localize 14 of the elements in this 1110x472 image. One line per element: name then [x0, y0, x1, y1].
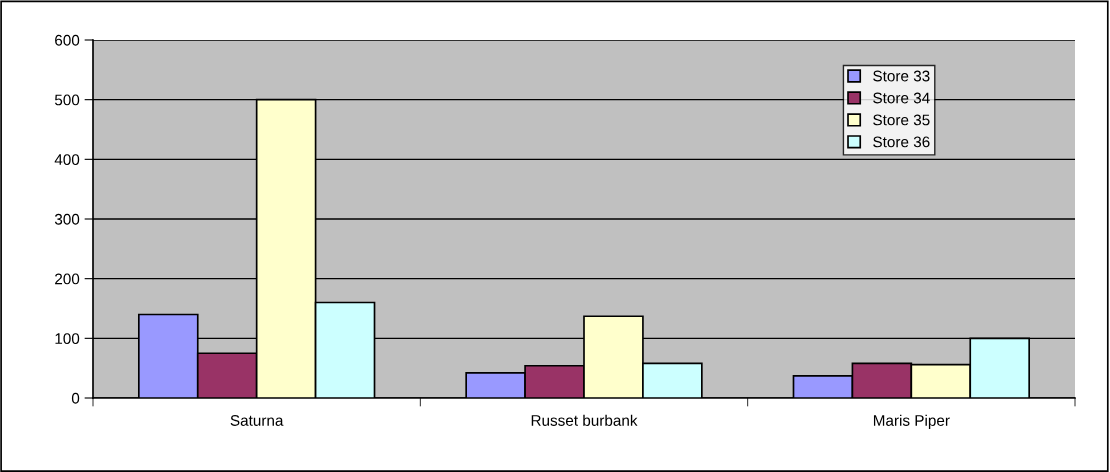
y-tick-label: 100 [55, 333, 80, 345]
legend-label: Store 36 [873, 136, 930, 148]
y-tick-label: 0 [71, 392, 80, 404]
y-tick-label: 200 [55, 273, 80, 285]
y-tick-label: 300 [54, 213, 80, 225]
y-tick-label: 600 [55, 34, 80, 46]
legend-label: Store 35 [873, 114, 930, 126]
legend-label: Store 34 [873, 92, 930, 104]
legend-label: Store 33 [873, 70, 930, 82]
x-tick-label: Saturna [230, 415, 284, 426]
x-tick-label: Russet burbank [531, 414, 638, 426]
y-tick-label: 500 [54, 94, 80, 106]
y-tick-label: 400 [54, 154, 80, 166]
x-tick-label: Maris Piper [873, 414, 950, 429]
